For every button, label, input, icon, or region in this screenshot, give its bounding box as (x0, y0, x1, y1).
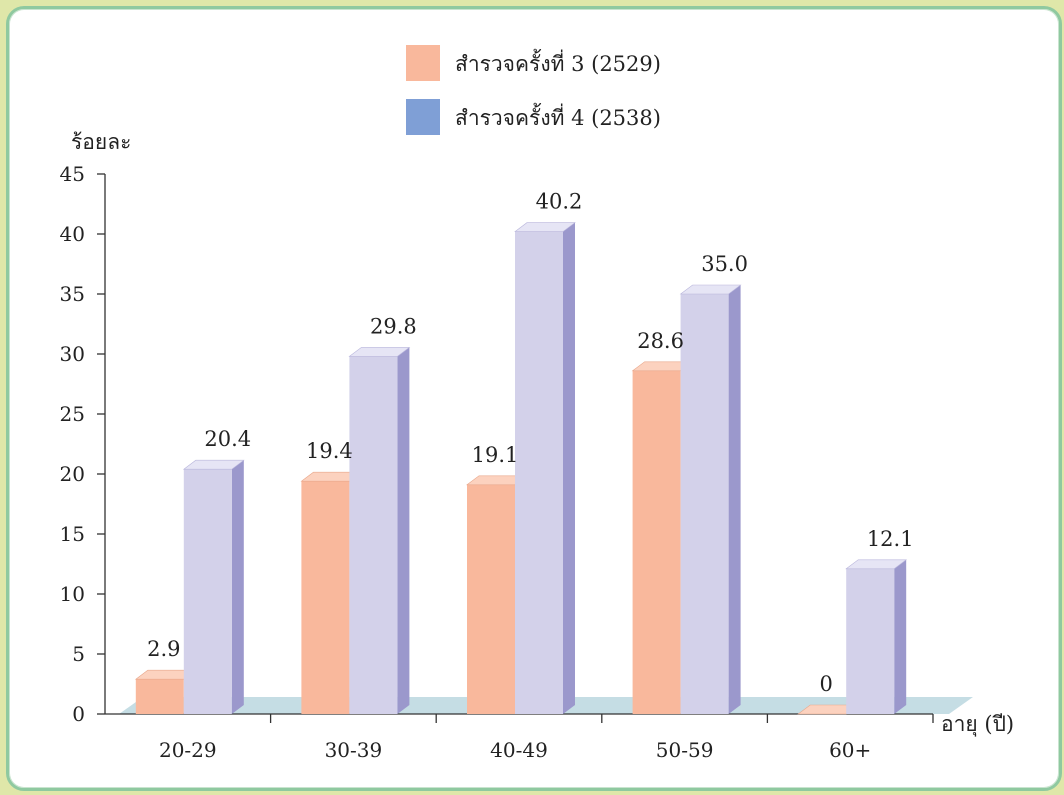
bar-series-3-20-29 (134, 669, 197, 714)
y-tick-label: 40 (60, 222, 85, 246)
y-tick-label: 20 (60, 462, 85, 486)
legend-label-series-4: สำรวจครั้งที่ 4 (2538) (455, 103, 661, 130)
y-tick-label: 45 (60, 162, 85, 186)
bar-series-4-20-29 (182, 459, 245, 714)
data-label-series-4-60+: 12.1 (867, 527, 914, 551)
bar-series-4-30-39 (348, 347, 411, 714)
legend-swatch-series-3 (406, 45, 440, 81)
y-tick-label: 15 (60, 522, 85, 546)
chart-frame: สำรวจครั้งที่ 3 (2529) สำรวจครั้งที่ 4 (… (6, 6, 1062, 791)
data-label-series-3-50-59: 28.6 (637, 329, 684, 353)
legend: สำรวจครั้งที่ 3 (2529) สำรวจครั้งที่ 4 (… (406, 45, 661, 135)
data-label-series-4-30-39: 29.8 (370, 314, 417, 338)
y-tick-label: 30 (60, 342, 85, 366)
bar-series-4-40-49 (514, 222, 576, 714)
bar-series-4-60+ (845, 559, 908, 714)
bar-series-3-40-49 (466, 475, 528, 714)
data-label-series-3-60+: 0 (820, 672, 833, 696)
x-tick-label: 40-49 (490, 738, 548, 762)
data-label-series-4-50-59: 35.0 (701, 252, 748, 276)
data-label-series-4-40-49: 40.2 (536, 190, 583, 214)
bar-chart: สำรวจครั้งที่ 3 (2529) สำรวจครั้งที่ 4 (… (60, 45, 1014, 762)
y-tick-label: 10 (60, 582, 85, 606)
y-tick-label: 25 (60, 402, 85, 426)
bar-series-4-50-59 (679, 284, 742, 714)
legend-label-series-3: สำรวจครั้งที่ 3 (2529) (455, 49, 661, 76)
x-tick-label: 60+ (829, 738, 871, 762)
y-tick-label: 35 (60, 282, 85, 306)
data-label-series-4-20-29: 20.4 (204, 427, 251, 451)
y-tick-label: 0 (72, 702, 85, 726)
x-tick-label: 20-29 (159, 738, 217, 762)
bar-series-3-50-59 (631, 361, 694, 714)
y-axis-label: ร้อยละ (71, 130, 131, 154)
data-label-series-3-30-39: 19.4 (306, 439, 353, 463)
bar-series-3-30-39 (300, 471, 363, 714)
data-label-series-3-40-49: 19.1 (472, 443, 519, 467)
legend-swatch-series-4 (406, 99, 440, 135)
x-tick-label: 30-39 (325, 738, 383, 762)
y-tick-label: 5 (72, 642, 85, 666)
x-axis-label: อายุ (ปี) (941, 712, 1014, 737)
x-tick-label: 50-59 (656, 738, 714, 762)
data-label-series-3-20-29: 2.9 (147, 637, 180, 661)
